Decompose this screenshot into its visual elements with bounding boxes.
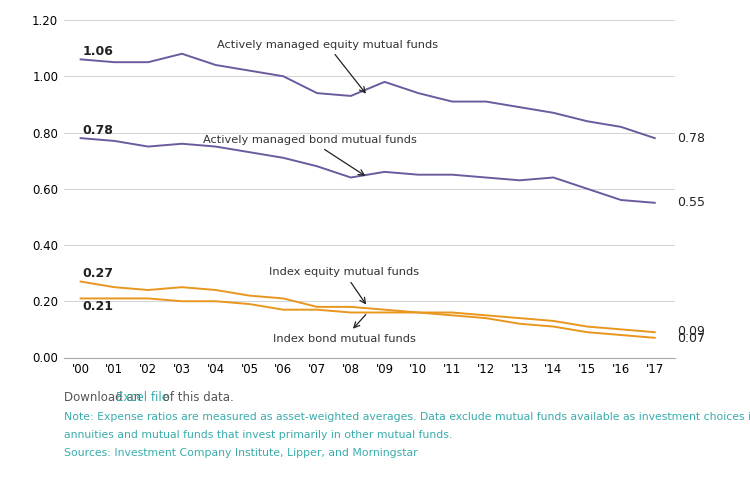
Text: 0.07: 0.07 xyxy=(676,332,705,345)
Text: Actively managed equity mutual funds: Actively managed equity mutual funds xyxy=(217,40,438,92)
Text: 0.27: 0.27 xyxy=(82,267,113,280)
Text: 0.78: 0.78 xyxy=(82,124,113,136)
Text: 0.09: 0.09 xyxy=(676,325,704,338)
Text: Actively managed bond mutual funds: Actively managed bond mutual funds xyxy=(203,135,417,175)
Text: 0.21: 0.21 xyxy=(82,300,113,313)
Text: Download an: Download an xyxy=(64,391,145,404)
Text: Index bond mutual funds: Index bond mutual funds xyxy=(272,314,416,344)
Text: 0.78: 0.78 xyxy=(676,132,705,144)
Text: 1.06: 1.06 xyxy=(82,45,113,58)
Text: annuities and mutual funds that invest primarily in other mutual funds.: annuities and mutual funds that invest p… xyxy=(64,430,452,440)
Text: Note: Expense ratios are measured as asset-weighted averages. Data exclude mutua: Note: Expense ratios are measured as ass… xyxy=(64,412,750,422)
Text: 0.55: 0.55 xyxy=(676,196,705,209)
Text: of this data.: of this data. xyxy=(160,391,234,404)
Text: Sources: Investment Company Institute, Lipper, and Morningstar: Sources: Investment Company Institute, L… xyxy=(64,448,417,458)
Text: Excel file: Excel file xyxy=(116,391,169,404)
Text: Index equity mutual funds: Index equity mutual funds xyxy=(269,268,419,304)
